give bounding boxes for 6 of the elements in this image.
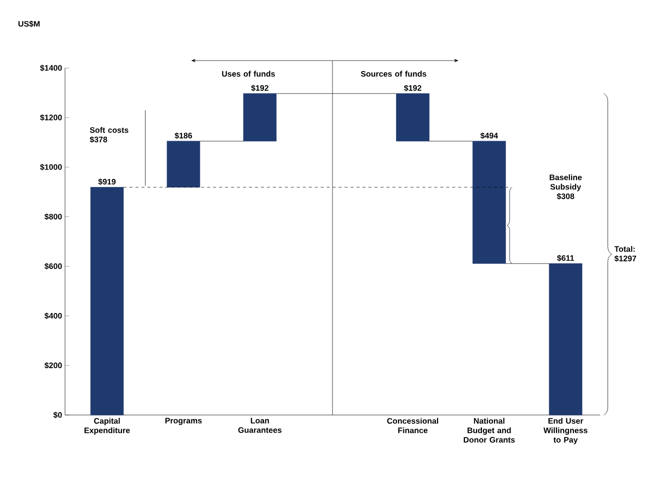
bar [396,93,430,142]
bar [472,140,506,264]
bar [166,140,200,188]
bar [548,263,582,416]
bar [90,187,124,416]
bar [243,93,277,142]
